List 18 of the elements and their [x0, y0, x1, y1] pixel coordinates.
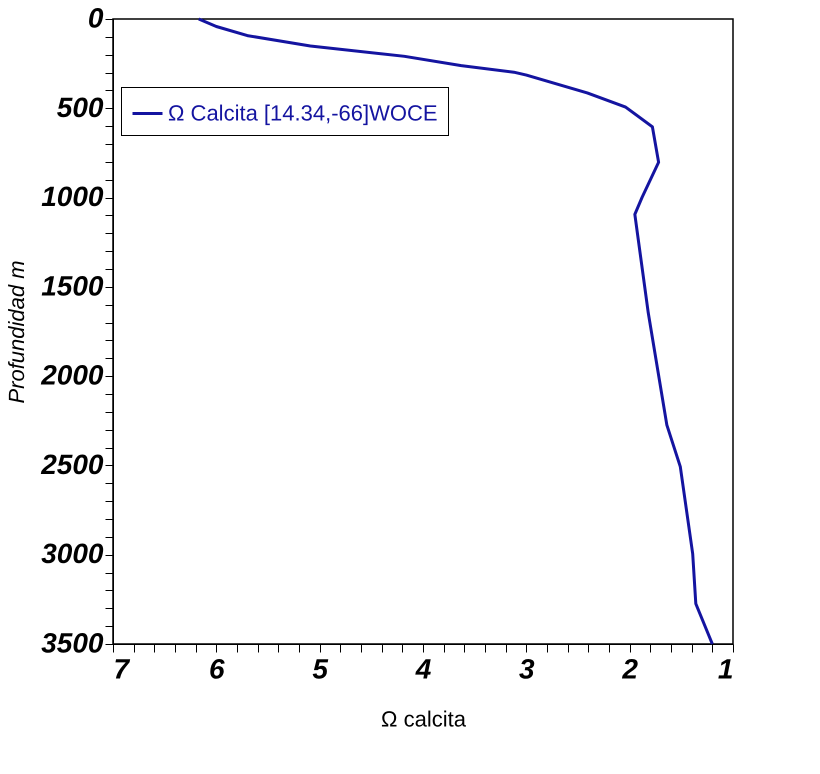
- y-tick-label: 3000: [41, 538, 104, 570]
- x-tick-label: 6: [209, 654, 226, 684]
- y-tick-label: 1500: [41, 270, 104, 302]
- y-tick-label: 500: [56, 92, 104, 123]
- x-tick-label: 3: [519, 654, 536, 684]
- x-tick-label: 5: [312, 654, 328, 684]
- y-tick-label: 3500: [41, 628, 104, 658]
- x-axis-title: Ω calcita: [381, 706, 467, 732]
- y-tick-label: 2500: [40, 448, 104, 480]
- y-tick-label: 1000: [41, 181, 104, 212]
- legend-label: Ω Calcita [14.34,-66]WOCE: [168, 100, 438, 126]
- x-tick-label: 1: [718, 654, 734, 684]
- y-tick-label: 2000: [40, 360, 104, 391]
- y-tick-label: 0: [88, 2, 104, 34]
- x-tick-label: 4: [414, 654, 432, 684]
- x-tick-label: 2: [621, 654, 638, 684]
- x-tick-label: 7: [114, 654, 130, 684]
- y-axis-title: Profundidad m: [4, 260, 30, 404]
